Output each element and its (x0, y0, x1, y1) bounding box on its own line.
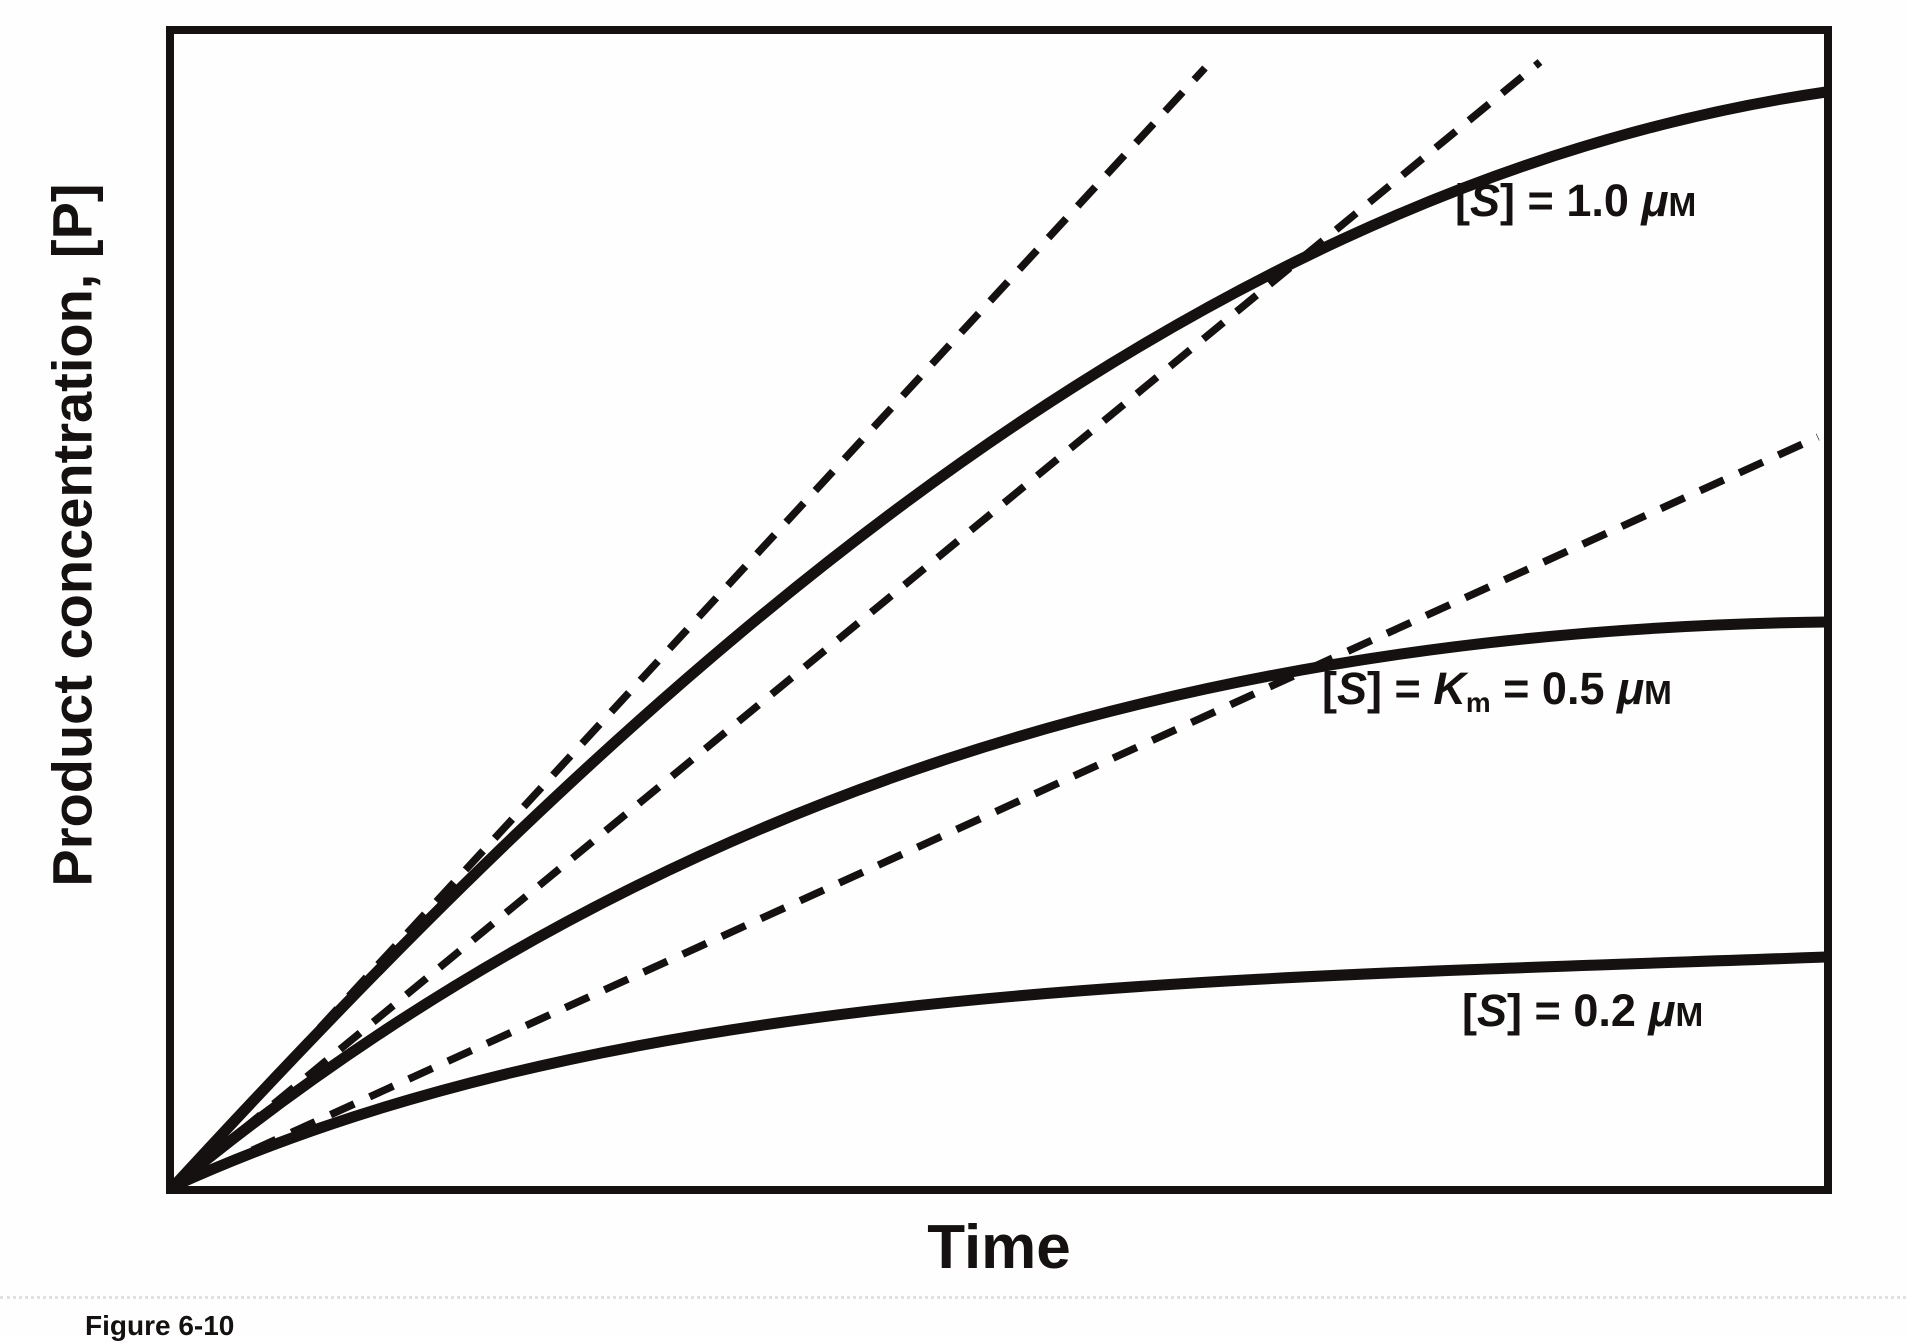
substrate-symbol: S (1477, 985, 1508, 1036)
curve-s-0.5uM (168, 616, 1832, 1192)
space (1636, 985, 1649, 1036)
concentration-value: 1.0 (1566, 175, 1629, 226)
bracket: ] (1507, 985, 1523, 1036)
bracket: [ (1322, 663, 1337, 714)
micro-symbol: μ (1617, 663, 1645, 714)
molar-unit: M (1675, 997, 1704, 1034)
bracket: ] (1367, 663, 1383, 714)
y-axis-label: Product concentration, [P] (40, 183, 104, 887)
substrate-symbol: S (1337, 663, 1368, 714)
figure-caption: Figure 6-10 (85, 1310, 235, 1341)
tangent-line-s-0.2uM (172, 433, 1820, 1190)
equals: = (1382, 663, 1434, 714)
bracket: [ (1455, 175, 1470, 226)
bracket: [ (1462, 985, 1477, 1036)
label-s-1.0uM: [S] = 1.0 μM (1455, 176, 1696, 226)
equals: = (1515, 175, 1567, 226)
label-s-0.5uM: [S] = Km = 0.5 μM (1322, 664, 1672, 718)
bracket: ] (1500, 175, 1516, 226)
micro-symbol: μ (1641, 175, 1669, 226)
substrate-symbol: S (1470, 175, 1501, 226)
space (1604, 663, 1617, 714)
concentration-value: 0.5 (1541, 663, 1605, 714)
molar-unit: M (1644, 675, 1672, 712)
space (1629, 175, 1642, 226)
curve-s-1.0uM (168, 86, 1832, 1192)
equals: = (1490, 663, 1542, 714)
km-symbol: K (1433, 663, 1466, 714)
x-axis-label: Time (927, 1213, 1071, 1282)
label-s-0.2uM: [S] = 0.2 μM (1462, 986, 1703, 1036)
tangent-line-s-1.0uM (171, 65, 1208, 1189)
equals: = (1522, 985, 1574, 1036)
micro-symbol: μ (1648, 985, 1676, 1036)
molar-unit: M (1668, 187, 1697, 224)
concentration-value: 0.2 (1573, 985, 1636, 1036)
curve-s-0.2uM (168, 951, 1832, 1192)
scan-artifact-line (0, 1296, 1906, 1299)
km-subscript: m (1465, 686, 1491, 718)
tangent-line-s-0.5uM (171, 59, 1543, 1189)
